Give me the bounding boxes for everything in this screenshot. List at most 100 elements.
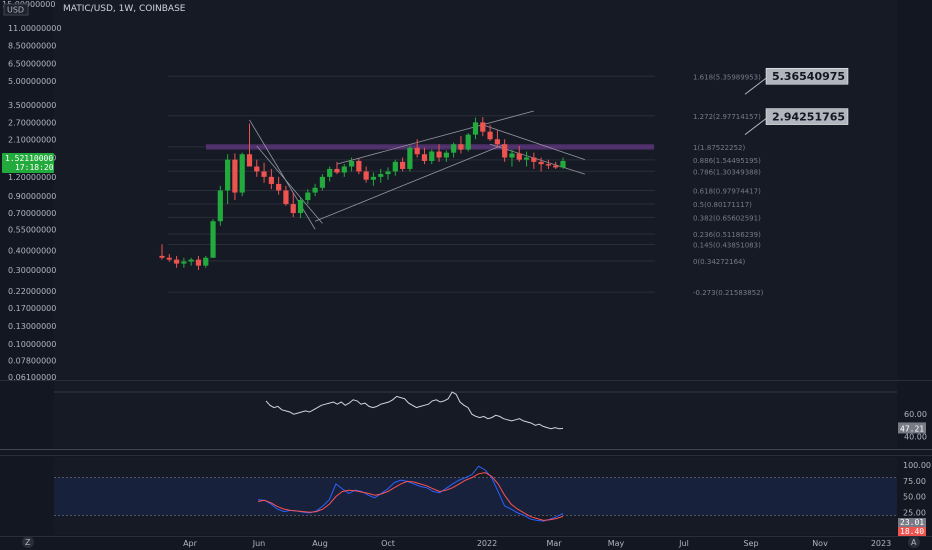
candle-body[interactable] (276, 183, 282, 191)
candle-body[interactable] (509, 153, 515, 158)
candle-body[interactable] (378, 174, 384, 177)
rsi-tick-label: 40.00 (904, 432, 927, 441)
candle-body[interactable] (465, 134, 471, 150)
rsi-current-value: 47.21 (900, 424, 924, 433)
candle-body[interactable] (334, 168, 340, 173)
candle-body[interactable] (217, 190, 223, 222)
candle-body[interactable] (487, 131, 493, 140)
price-tick-label: 5.00000000 (8, 77, 56, 86)
price-callouts[interactable]: 5.36540975 2.94251765 (744, 67, 849, 135)
candle-body[interactable] (166, 257, 172, 260)
candle-body[interactable] (429, 151, 435, 161)
candle-body[interactable] (502, 144, 508, 158)
candle-body[interactable] (319, 176, 325, 188)
candle-body[interactable] (348, 160, 355, 167)
stoch-d-value: 18.40 (900, 527, 924, 536)
candles[interactable] (159, 117, 566, 270)
rsi-line[interactable] (265, 391, 564, 430)
candle-body[interactable] (523, 157, 530, 160)
price-tick-label: 11.00000000 (8, 24, 61, 33)
candle-body[interactable] (480, 122, 486, 132)
candle-body[interactable] (341, 166, 347, 173)
candle-body[interactable] (246, 154, 253, 167)
candle-body[interactable] (443, 152, 449, 158)
time-tick-label: Jun (252, 539, 266, 548)
candle-body[interactable] (254, 166, 260, 172)
candle-body[interactable] (181, 261, 187, 264)
stoch-d-line[interactable] (257, 472, 564, 521)
candle-body[interactable] (400, 161, 406, 169)
candle-body[interactable] (159, 255, 165, 258)
rsi-tick-label: 60.00 (904, 410, 927, 419)
price-tick-label: 1.20000000 (8, 173, 56, 182)
stoch-band (54, 477, 897, 516)
rsi-panel[interactable] (54, 381, 897, 448)
candle-body[interactable] (312, 187, 318, 193)
candle-body[interactable] (560, 160, 566, 168)
price-tick-label: 0.22000000 (8, 287, 56, 296)
trend-line[interactable] (256, 145, 323, 224)
price-tick-label: 0.55000000 (8, 225, 56, 234)
price-tick-label: 0.90000000 (8, 192, 56, 201)
candle-body[interactable] (458, 144, 464, 150)
time-axis[interactable]: Apr Jun Aug Oct 2022 Mar May Jul Sep Nov 2023 (183, 539, 891, 548)
candle-body[interactable] (545, 164, 552, 166)
resistance-zone[interactable] (206, 144, 654, 150)
trend-line[interactable] (249, 119, 316, 230)
candle-body[interactable] (370, 176, 377, 180)
time-tick-label: 2022 (477, 539, 497, 548)
candle-body[interactable] (239, 154, 245, 193)
trend-line[interactable] (314, 143, 505, 222)
candle-body[interactable] (305, 192, 311, 201)
candle-body[interactable] (436, 151, 442, 158)
callout-pointer (744, 77, 767, 95)
price-tick-label: 0.40000000 (8, 247, 56, 256)
candle-body[interactable] (421, 154, 428, 161)
auto-scale-icon[interactable] (908, 536, 920, 548)
candle-body[interactable] (290, 204, 296, 214)
candle-body[interactable] (553, 165, 559, 168)
stoch-tick-label: 25.00 (903, 508, 926, 517)
candle-body[interactable] (363, 171, 369, 180)
candle-body[interactable] (297, 200, 304, 214)
candle-body[interactable] (268, 176, 274, 184)
candle-body[interactable] (232, 159, 238, 193)
candle-body[interactable] (195, 259, 202, 266)
candle-body[interactable] (327, 168, 333, 177)
trend-line[interactable] (482, 124, 586, 161)
candle-body[interactable] (210, 221, 216, 258)
candle-body[interactable] (385, 171, 391, 175)
time-tick-label: 2023 (871, 539, 891, 548)
candle-body[interactable] (261, 171, 267, 177)
candle-body[interactable] (472, 122, 479, 135)
trend-line[interactable] (336, 110, 534, 165)
time-tick-label: May (608, 539, 625, 548)
candle-body[interactable] (516, 153, 522, 160)
price-tick-label: 2.10000000 (8, 135, 56, 144)
candle-body[interactable] (414, 147, 420, 155)
stoch-tick-label: 50.00 (903, 493, 926, 502)
fib-level-label: 0(0.34272164) (693, 258, 745, 266)
candle-body[interactable] (494, 139, 500, 145)
candle-body[interactable] (407, 147, 413, 169)
stoch-k-line[interactable] (257, 465, 564, 522)
callout-box[interactable] (765, 108, 849, 125)
candle-body[interactable] (173, 259, 180, 264)
candle-body[interactable] (531, 157, 537, 162)
candle-body[interactable] (356, 160, 362, 172)
currency-badge[interactable] (3, 3, 29, 16)
candle-body[interactable] (538, 161, 544, 165)
callout-box[interactable] (765, 67, 849, 85)
price-tick-label: 0.30000000 (8, 266, 56, 275)
timezone-icon[interactable] (22, 536, 34, 548)
candle-body[interactable] (203, 257, 209, 266)
candle-body[interactable] (283, 190, 289, 205)
candle-body[interactable] (225, 159, 231, 191)
candle-body[interactable] (451, 144, 457, 153)
candle-body[interactable] (188, 259, 194, 262)
price-tick-label: 8.50000000 (8, 41, 56, 50)
candle-body[interactable] (392, 161, 398, 172)
